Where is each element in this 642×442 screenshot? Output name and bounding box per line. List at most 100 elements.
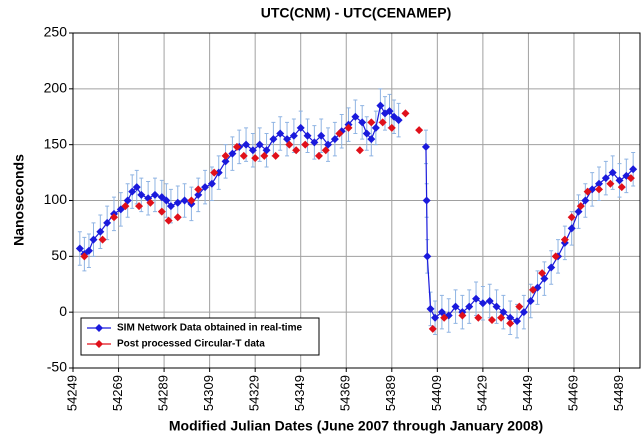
data-point [310, 138, 319, 147]
data-point [271, 151, 280, 160]
data-point [595, 185, 604, 194]
data-point [567, 224, 576, 233]
x-tick-label: 54429 [474, 375, 489, 411]
y-axis-title: Nanoseconds [11, 154, 27, 246]
data-point [321, 146, 330, 155]
data-point [285, 140, 294, 149]
data-point [497, 313, 506, 322]
data-point [84, 246, 93, 255]
data-point [157, 207, 166, 216]
data-point [355, 146, 364, 155]
data-point [371, 123, 380, 132]
data-point [314, 151, 323, 160]
data-point [615, 176, 624, 185]
x-tick-label: 54489 [611, 375, 626, 411]
data-point [162, 196, 171, 205]
data-point [385, 107, 394, 116]
legend-marker [95, 340, 103, 348]
data-point [180, 196, 189, 205]
legend-box [80, 317, 320, 356]
data-point [330, 135, 339, 144]
data-point [515, 302, 524, 311]
data-point [458, 311, 467, 320]
data-point [423, 252, 432, 261]
data-point [421, 142, 430, 151]
data-point [426, 304, 435, 313]
data-point [428, 324, 437, 333]
y-tick-label: 100 [44, 191, 68, 207]
data-point [440, 313, 449, 322]
data-point [173, 213, 182, 222]
data-point [415, 126, 424, 135]
y-tick-label: 150 [44, 135, 68, 151]
data-point [303, 131, 312, 140]
data-point [335, 129, 344, 138]
data-point [358, 118, 367, 127]
y-tick-label: -50 [47, 359, 67, 375]
data-point [210, 168, 219, 177]
data-point [269, 135, 278, 144]
data-point [317, 131, 326, 140]
data-point [567, 213, 576, 222]
data-point [362, 129, 371, 138]
x-tick-label: 54409 [429, 375, 444, 411]
data-point [376, 101, 385, 110]
data-point [164, 216, 173, 225]
legend-marker [95, 324, 103, 332]
data-point [276, 129, 285, 138]
data-point [581, 196, 590, 205]
data-point [626, 174, 635, 183]
data-point [528, 285, 537, 294]
data-point [194, 190, 203, 199]
data-point [513, 317, 522, 326]
x-axis-title: Modified Julian Dates (June 2007 through… [169, 418, 543, 434]
data-point [506, 319, 515, 328]
data-point [422, 196, 431, 205]
data-point [378, 118, 387, 127]
x-tick-label: 54269 [110, 375, 125, 411]
data-point [367, 118, 376, 127]
data-point [301, 140, 310, 149]
data-point [296, 123, 305, 132]
x-tick-label: 54349 [292, 375, 307, 411]
data-point [150, 190, 159, 199]
data-point [232, 142, 241, 151]
data-point [472, 294, 481, 303]
data-point [617, 183, 626, 192]
data-point [242, 140, 251, 149]
data-point [260, 151, 269, 160]
data-point [608, 168, 617, 177]
data-point [135, 202, 144, 211]
data-point [485, 297, 494, 305]
data-point [80, 252, 89, 261]
data-point [207, 179, 216, 188]
data-point [137, 190, 146, 199]
data-point [221, 157, 230, 166]
data-point [251, 154, 260, 163]
x-tick-label: 54469 [565, 375, 580, 411]
data-point [201, 183, 210, 192]
data-point [576, 202, 585, 211]
y-tick-label: 50 [51, 247, 67, 263]
data-point [121, 202, 130, 211]
data-point [187, 196, 196, 205]
data-point [351, 112, 360, 121]
data-point [560, 235, 569, 244]
y-tick-label: 0 [59, 303, 67, 319]
data-point [255, 140, 264, 149]
legend-label: SIM Network Data obtained in real-time [117, 323, 302, 334]
x-tick-label: 54369 [338, 375, 353, 411]
data-point [109, 213, 118, 222]
data-point [583, 187, 592, 196]
data-point [75, 244, 84, 253]
data-point [214, 168, 223, 177]
data-point [367, 135, 376, 144]
data-point [519, 308, 528, 317]
data-point [146, 198, 155, 207]
data-point [394, 116, 403, 125]
x-tick-label: 54449 [520, 375, 535, 411]
data-point [248, 146, 257, 155]
data-point [96, 227, 105, 236]
data-point [474, 313, 483, 322]
